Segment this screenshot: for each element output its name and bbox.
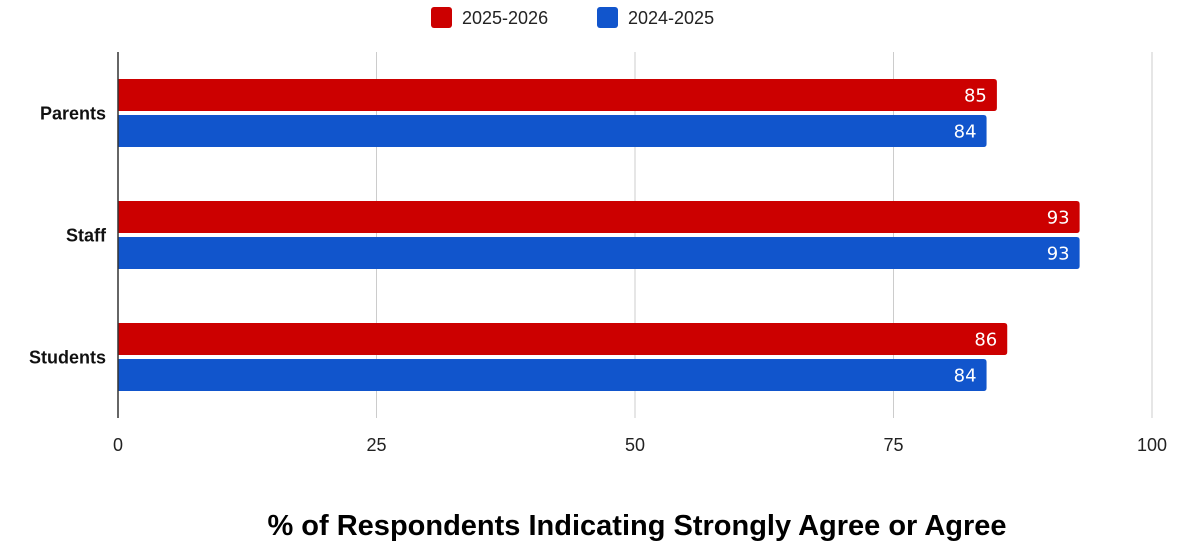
category-labels: Parents Staff Students	[29, 104, 107, 368]
category-label-parents: Parents	[40, 104, 106, 124]
x-tick-label: 25	[366, 435, 386, 455]
x-axis-title: % of Respondents Indicating Strongly Agr…	[267, 510, 1006, 542]
data-label: 84	[954, 366, 977, 387]
legend-label: 2024-2025	[628, 8, 714, 28]
bar-students-2025-2026	[118, 323, 1008, 355]
data-label: 84	[954, 122, 977, 143]
x-tick-label: 50	[625, 435, 645, 455]
category-label-staff: Staff	[66, 226, 107, 246]
legend-swatch	[597, 7, 618, 28]
bars: 85 84 93 93 86 84	[118, 79, 1080, 391]
data-label: 85	[964, 86, 987, 107]
bar-parents-2024-2025	[118, 115, 987, 147]
x-tick-labels: 0 25 50 75 100	[113, 435, 1167, 455]
bar-students-2024-2025	[118, 359, 987, 391]
gridlines	[376, 52, 1153, 418]
x-tick-label: 75	[883, 435, 903, 455]
data-label: 86	[974, 330, 997, 351]
x-tick-label: 0	[113, 435, 123, 455]
legend: 2025-2026 2024-2025	[431, 7, 714, 28]
bar-staff-2024-2025	[118, 237, 1080, 269]
x-tick-label: 100	[1137, 435, 1167, 455]
bar-staff-2025-2026	[118, 201, 1080, 233]
bar-parents-2025-2026	[118, 79, 997, 111]
legend-swatch	[431, 7, 452, 28]
data-label: 93	[1047, 208, 1070, 229]
category-label-students: Students	[29, 348, 106, 368]
legend-label: 2025-2026	[462, 8, 548, 28]
data-label: 93	[1047, 244, 1070, 265]
